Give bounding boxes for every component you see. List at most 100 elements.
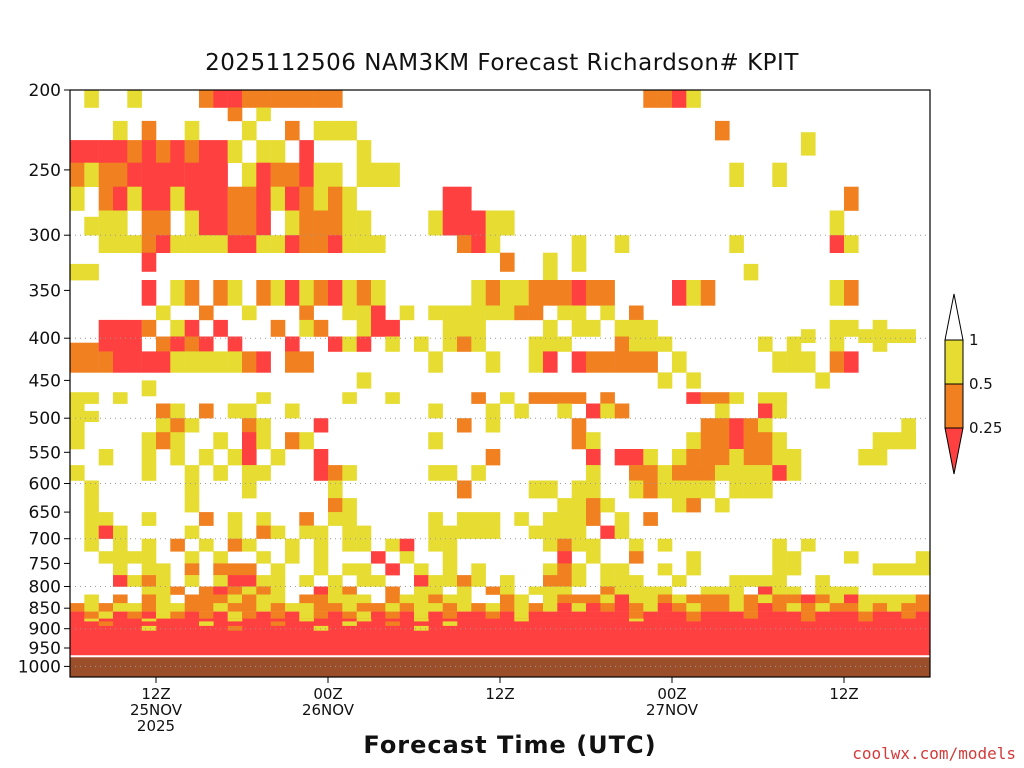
heatmap-cell: [887, 611, 902, 619]
heatmap-cell: [285, 235, 300, 253]
heatmap-cell: [98, 186, 114, 211]
heatmap-cell: [500, 594, 515, 604]
y-tick-label: 800: [29, 578, 61, 598]
heatmap-cell: [442, 186, 458, 211]
heatmap-cell: [500, 603, 515, 612]
heatmap-cell: [242, 449, 257, 466]
heatmap-cell: [141, 586, 157, 595]
heatmap-cell: [442, 575, 458, 587]
heatmap-cell: [342, 336, 357, 352]
heatmap-cell: [485, 351, 501, 373]
heatmap-cell: [543, 603, 558, 612]
heatmap-cell: [629, 305, 644, 321]
heatmap-cell: [657, 594, 673, 604]
heatmap-cell: [84, 162, 99, 187]
heatmap-cell: [98, 336, 114, 352]
heatmap-cell: [844, 594, 859, 604]
heatmap-cell: [571, 525, 587, 539]
heatmap-cell: [113, 621, 931, 627]
heatmap-cell: [285, 120, 300, 141]
heatmap-cell: [571, 603, 587, 612]
heatmap-cell: [543, 252, 558, 272]
heatmap-cell: [285, 162, 300, 187]
heatmap-cell: [571, 563, 587, 576]
heatmap-cell: [84, 342, 99, 373]
heatmap-cell: [242, 432, 257, 450]
heatmap-cell: [557, 611, 572, 619]
heatmap-cell: [629, 336, 644, 352]
heatmap-cell: [156, 186, 171, 211]
heatmap-cell: [786, 611, 802, 619]
heatmap-cell: [156, 140, 171, 163]
heatmap-cell: [141, 538, 157, 552]
heatmap-cell: [772, 551, 787, 564]
heatmap-cell: [256, 162, 271, 187]
heatmap-cell: [715, 603, 730, 612]
heatmap-cell: [127, 235, 142, 253]
heatmap-cell: [170, 162, 185, 187]
heatmap-cell: [686, 498, 701, 513]
heatmap-cell: [156, 305, 171, 321]
heatmap-cell: [199, 186, 214, 211]
heatmap-cell: [829, 280, 845, 306]
heatmap-cell: [457, 594, 472, 604]
heatmap-cell: [643, 611, 658, 619]
heatmap-cell: [829, 351, 845, 373]
heatmap-cell: [729, 449, 744, 466]
heatmap-cell: [414, 594, 429, 604]
heatmap-cell: [471, 235, 486, 253]
heatmap-cell: [786, 551, 802, 564]
heatmap-cell: [98, 162, 114, 187]
heatmap-cell: [700, 611, 716, 619]
heatmap-cell: [256, 140, 271, 163]
heatmap-cell: [84, 525, 99, 539]
heatmap-cell: [371, 603, 386, 612]
heatmap-cell: [801, 329, 816, 343]
heatmap-cell: [256, 611, 271, 619]
heatmap-cell: [715, 594, 730, 604]
heatmap-cell: [528, 611, 544, 619]
heatmap-cell: [801, 594, 816, 604]
heatmap-cell: [743, 263, 759, 281]
heatmap-cell: [84, 90, 99, 108]
heatmap-cell: [313, 210, 329, 236]
heatmap-cell: [285, 90, 300, 108]
heatmap-cell: [342, 586, 357, 595]
y-tick-label: 850: [29, 599, 61, 619]
heatmap-cell: [141, 140, 157, 163]
heatmap-cell: [586, 594, 601, 604]
heatmap-cell: [385, 336, 400, 352]
heatmap-cell: [571, 319, 587, 337]
heatmap-cell: [156, 235, 171, 253]
heatmap-cell: [686, 392, 701, 404]
heatmap-cell: [600, 563, 615, 576]
heatmap-cell: [872, 563, 916, 576]
heatmap-cell: [328, 498, 343, 513]
heatmap-cell: [672, 575, 687, 587]
heatmap-cell: [371, 235, 386, 253]
heatmap-cell: [686, 465, 716, 481]
heatmap-cell: [227, 90, 243, 108]
heatmap-cell: [586, 480, 601, 499]
heatmap-cell: [528, 305, 544, 321]
heatmap-cell: [557, 594, 572, 604]
heatmap-cell: [543, 336, 558, 352]
heatmap-cell: [256, 392, 271, 404]
heatmap-cell: [844, 186, 859, 211]
heatmap-cell: [858, 618, 873, 622]
heatmap-cell: [844, 586, 859, 595]
heatmap-cell: [213, 594, 228, 604]
heatmap-cell: [98, 351, 114, 373]
heatmap-cell: [571, 432, 587, 450]
heatmap-cell: [729, 594, 744, 604]
heatmap-cell: [98, 319, 114, 337]
heatmap-cell: [213, 186, 228, 211]
heatmap-cell: [729, 465, 759, 481]
heatmap-cell: [141, 618, 157, 622]
heatmap-cell: [199, 586, 214, 595]
heatmap-cell: [571, 252, 587, 272]
x-axis-label: Forecast Time (UTC): [363, 731, 657, 759]
heatmap-cell: [371, 305, 386, 321]
heatmap-cell: [557, 403, 572, 419]
heatmap-cell: [600, 280, 615, 306]
